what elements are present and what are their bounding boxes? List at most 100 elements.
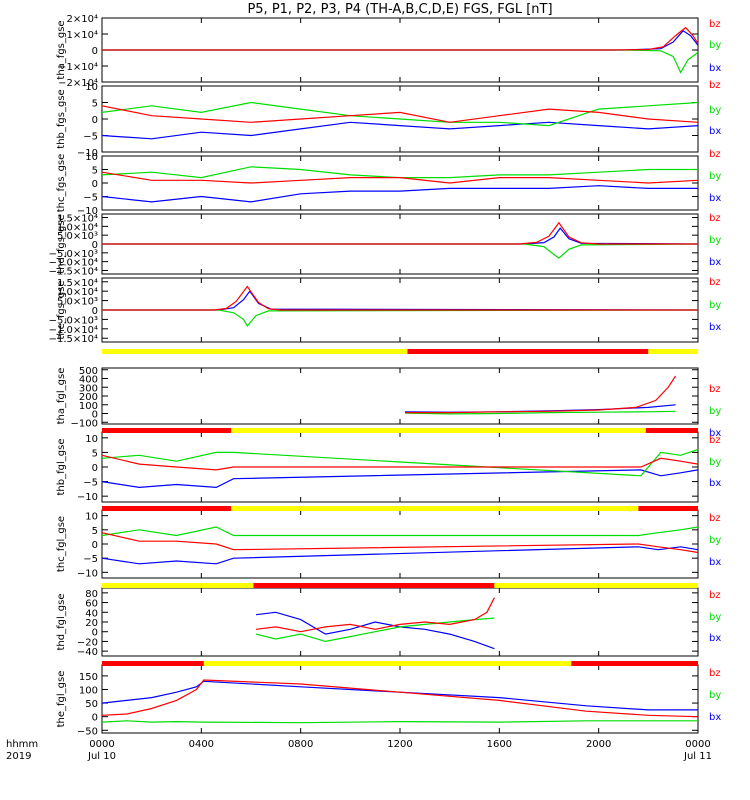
legend-bx: bx xyxy=(709,712,721,723)
y-tick-label: −5 xyxy=(83,554,98,565)
legend-bz: bz xyxy=(709,384,721,395)
series-bz-line xyxy=(101,105,699,123)
panel-frame xyxy=(101,587,699,657)
series-bz-line xyxy=(405,375,677,414)
legend-by: by xyxy=(709,300,721,311)
mode-bars-group xyxy=(102,349,698,666)
legend-by: by xyxy=(709,40,721,51)
y-tick-label: 10 xyxy=(85,82,98,93)
series-bz-line xyxy=(102,285,698,311)
legend-bx: bx xyxy=(709,63,721,74)
legend-bx: bx xyxy=(709,478,721,489)
series-bx-line xyxy=(101,469,699,489)
legend-bz: bz xyxy=(709,590,721,601)
legend-bx: bx xyxy=(709,322,721,333)
y-tick-label: −10 xyxy=(77,492,98,503)
y-tick-label: −1.5×10⁴ xyxy=(49,266,98,277)
y-axis-label: thc_fgl_gse xyxy=(56,516,67,572)
legend-by: by xyxy=(709,612,721,623)
x-tick-label: 0000 xyxy=(89,739,114,750)
series-by-line xyxy=(101,720,698,724)
series-by-line xyxy=(102,49,699,74)
y-tick-label: −10 xyxy=(77,206,98,217)
y-tick-label: 0 xyxy=(92,713,98,724)
y-tick-label: 5 xyxy=(92,166,98,177)
panel-frame xyxy=(101,664,699,734)
y-tick-label: −1.5×10⁴ xyxy=(49,334,98,345)
series-by-line xyxy=(101,448,699,477)
legend-bz: bz xyxy=(709,213,721,224)
mode-bar-segment xyxy=(231,428,646,433)
y-tick-label: 5.0×10³ xyxy=(57,297,98,308)
y-axis-label: thb_fgl_gse xyxy=(56,439,67,496)
y-tick-label: −5.0×10³ xyxy=(49,315,98,326)
y-tick-label: 0 xyxy=(92,410,98,421)
panel-thc_fgl_gse: 10 5 0 −5 −10 thc_fgl_gse bz by bx xyxy=(56,509,721,579)
y-tick-label: 0 xyxy=(92,46,98,57)
y-tick-label: 0 xyxy=(92,179,98,190)
legend-by: by xyxy=(709,406,721,417)
y-tick-label: 5 xyxy=(92,448,98,459)
legend-bx: bx xyxy=(709,428,721,439)
y-axis-label: thd_fgs_gse xyxy=(56,214,67,273)
y-tick-label: −1×10⁴ xyxy=(58,62,98,73)
y-axis-label: thd_fgl_gse xyxy=(56,594,67,651)
x-tick-label: 0000 xyxy=(685,739,710,750)
y-tick-label: 10 xyxy=(85,512,98,523)
y-tick-label: −5.0×10³ xyxy=(49,249,98,260)
y-tick-label: 1.5×10⁴ xyxy=(57,278,98,289)
x-tick-label: 0800 xyxy=(288,739,313,750)
y-tick-label: 100 xyxy=(79,685,98,696)
panel-thd_fgs_gse: 1.5×10⁴1.0×10⁴5.0×10³0−5.0×10³−1.0×10⁴−1… xyxy=(49,213,722,277)
series-by-line xyxy=(101,526,699,537)
y-tick-label: 200 xyxy=(79,392,98,403)
mode-bar-segment xyxy=(102,349,408,354)
series-bz-line xyxy=(255,597,495,633)
series-bx-line xyxy=(101,680,698,711)
x-tick-sublabel: Jul 11 xyxy=(683,751,712,762)
mode-bar-segment xyxy=(494,583,698,588)
y-tick-label: −5 xyxy=(83,478,98,489)
x-axis-label-line1: hhmm xyxy=(6,739,38,750)
legend-bz: bz xyxy=(709,149,721,160)
mode-bar-segment xyxy=(638,506,698,511)
series-bz-line xyxy=(101,532,699,554)
y-tick-label: 5 xyxy=(92,526,98,537)
series-bx-line xyxy=(101,185,698,203)
mode-bar-segment xyxy=(648,349,698,354)
y-tick-label: 10 xyxy=(85,434,98,445)
legend-by: by xyxy=(709,105,721,116)
y-tick-label: −100 xyxy=(71,418,98,429)
y-tick-label: 50 xyxy=(85,699,98,710)
y-axis-label: tha_fgs_gse xyxy=(56,20,67,79)
mode-bar-segment xyxy=(102,428,232,433)
series-bx-line xyxy=(102,30,699,51)
legend-bz: bz xyxy=(709,668,721,679)
x-tick-label: 0400 xyxy=(189,739,214,750)
y-tick-label: 5.0×10³ xyxy=(57,231,98,242)
y-axis-label: tha_fgl_gse xyxy=(56,368,67,425)
y-tick-label: 100 xyxy=(79,401,98,412)
series-bx-line xyxy=(255,611,495,650)
mode-bar-segment xyxy=(645,428,698,433)
y-tick-label: 0 xyxy=(92,628,98,639)
y-axis-label: thb_fgs_gse xyxy=(56,89,67,148)
y-tick-label: 400 xyxy=(79,375,98,386)
y-axis-label: the_fgs_gse xyxy=(56,280,67,339)
legend-by: by xyxy=(709,235,721,246)
legend-bz: bz xyxy=(709,513,721,524)
mode-bar-segment xyxy=(203,661,572,666)
y-tick-label: −20 xyxy=(77,637,98,648)
series-bz-line xyxy=(102,221,698,245)
y-tick-label: 5 xyxy=(92,99,98,110)
series-bz-line xyxy=(101,679,699,718)
legend-bx: bx xyxy=(709,557,721,568)
y-tick-label: 300 xyxy=(79,383,98,394)
